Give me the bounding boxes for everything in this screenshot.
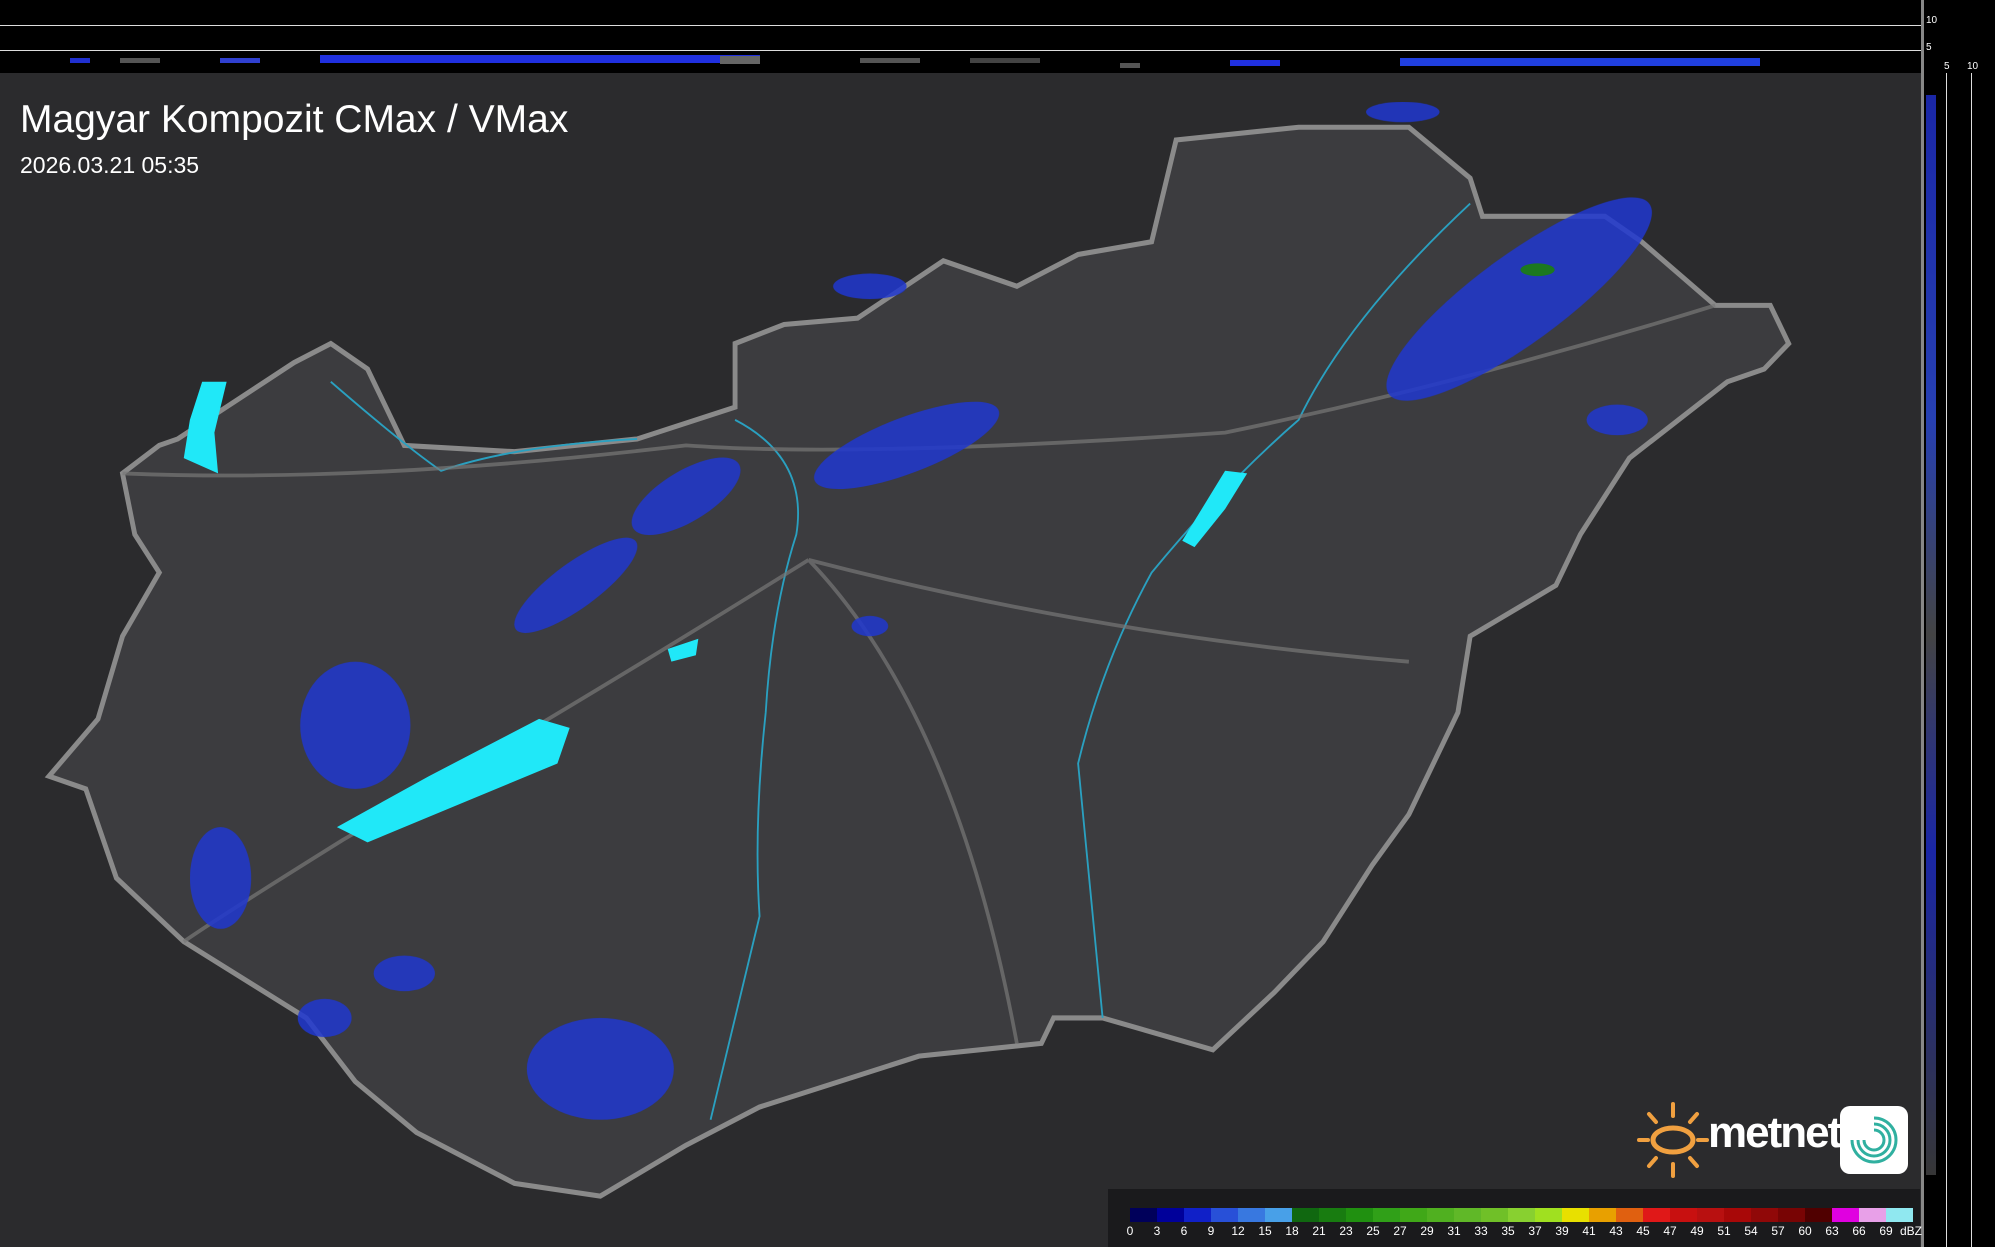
vertical-profile-right: 10 5 5 10 bbox=[1921, 0, 1995, 1247]
legend-label: 45 bbox=[1636, 1224, 1650, 1238]
legend-label: 54 bbox=[1744, 1224, 1758, 1238]
legend-label: 60 bbox=[1798, 1224, 1812, 1238]
legend-swatch bbox=[1724, 1208, 1751, 1222]
legend-swatch bbox=[1400, 1208, 1427, 1222]
legend-swatch bbox=[1832, 1208, 1859, 1222]
profile-echoes bbox=[70, 55, 1760, 68]
legend-swatch bbox=[1643, 1208, 1670, 1222]
legend-swatch bbox=[1427, 1208, 1454, 1222]
legend-swatch bbox=[1616, 1208, 1643, 1222]
right-tick-label: 10 bbox=[1967, 61, 1979, 72]
sun-icon bbox=[1637, 1102, 1709, 1178]
legend-unit: dBZ bbox=[1899, 1224, 1923, 1238]
legend-label: 29 bbox=[1420, 1224, 1434, 1238]
legend-swatch bbox=[1319, 1208, 1346, 1222]
grid-line bbox=[1971, 73, 1972, 1247]
legend-label: 35 bbox=[1501, 1224, 1515, 1238]
legend-label: 43 bbox=[1609, 1224, 1623, 1238]
legend-swatch bbox=[1886, 1208, 1913, 1222]
legend-label: 57 bbox=[1771, 1224, 1785, 1238]
legend-label: 37 bbox=[1528, 1224, 1542, 1238]
grid-line bbox=[0, 25, 1921, 26]
legend-swatch bbox=[1589, 1208, 1616, 1222]
legend-label: 18 bbox=[1285, 1224, 1299, 1238]
legend-swatch bbox=[1778, 1208, 1805, 1222]
legend-swatch bbox=[1211, 1208, 1238, 1222]
app-icon bbox=[1840, 1106, 1908, 1174]
legend-swatch bbox=[1265, 1208, 1292, 1222]
legend-label: 15 bbox=[1258, 1224, 1272, 1238]
legend-label: 51 bbox=[1717, 1224, 1731, 1238]
legend-label: 23 bbox=[1339, 1224, 1353, 1238]
legend-label: 12 bbox=[1231, 1224, 1245, 1238]
radar-echoes bbox=[189, 101, 1652, 1120]
logo-text: metnet bbox=[1708, 1108, 1842, 1157]
top-tick-label: 10 bbox=[1926, 15, 1938, 26]
top-tick-label: 5 bbox=[1926, 42, 1932, 53]
legend-label: 47 bbox=[1663, 1224, 1677, 1238]
legend-swatch bbox=[1184, 1208, 1211, 1222]
legend-swatch bbox=[1751, 1208, 1778, 1222]
map-timestamp: 2026.03.21 05:35 bbox=[20, 152, 200, 178]
legend-label: 0 bbox=[1126, 1224, 1134, 1238]
hungary-map bbox=[44, 101, 1792, 1199]
legend-swatch bbox=[1562, 1208, 1589, 1222]
legend-label: 6 bbox=[1180, 1224, 1188, 1238]
legend-label: 66 bbox=[1852, 1224, 1866, 1238]
legend-label: 33 bbox=[1474, 1224, 1488, 1238]
legend-swatch bbox=[1670, 1208, 1697, 1222]
legend-swatch bbox=[1346, 1208, 1373, 1222]
legend-swatch bbox=[1859, 1208, 1886, 1222]
legend-label: 31 bbox=[1447, 1224, 1461, 1238]
legend-label: 21 bbox=[1312, 1224, 1326, 1238]
legend-label: 69 bbox=[1879, 1224, 1893, 1238]
legend-swatch bbox=[1292, 1208, 1319, 1222]
lakes bbox=[183, 381, 1248, 843]
legend-swatch bbox=[1535, 1208, 1562, 1222]
legend-swatch bbox=[1481, 1208, 1508, 1222]
profile-echoes bbox=[1926, 95, 1936, 1175]
legend-swatch bbox=[1238, 1208, 1265, 1222]
grid-line bbox=[1946, 73, 1947, 1247]
map-title: Magyar Kompozit CMax / VMax bbox=[20, 98, 569, 141]
legend-swatch bbox=[1805, 1208, 1832, 1222]
grid-line bbox=[0, 50, 1921, 51]
legend-swatch bbox=[1157, 1208, 1184, 1222]
legend-label: 39 bbox=[1555, 1224, 1569, 1238]
legend-swatch bbox=[1508, 1208, 1535, 1222]
legend-swatch bbox=[1373, 1208, 1400, 1222]
right-tick-label: 5 bbox=[1944, 61, 1950, 72]
legend-swatch bbox=[1130, 1208, 1157, 1222]
country-outline bbox=[44, 124, 1792, 1199]
legend-label: 25 bbox=[1366, 1224, 1380, 1238]
legend-label: 9 bbox=[1207, 1224, 1215, 1238]
legend-label: 3 bbox=[1153, 1224, 1161, 1238]
legend-label: 49 bbox=[1690, 1224, 1704, 1238]
swirl-icon bbox=[1850, 1116, 1898, 1164]
legend-label: 27 bbox=[1393, 1224, 1407, 1238]
metnet-logo: metnet bbox=[1635, 1100, 1925, 1180]
legend-swatch bbox=[1454, 1208, 1481, 1222]
radar-echoes-strong bbox=[1520, 263, 1555, 277]
legend-swatch bbox=[1697, 1208, 1724, 1222]
legend-label: 63 bbox=[1825, 1224, 1839, 1238]
legend-label: 41 bbox=[1582, 1224, 1596, 1238]
dbz-color-legend: 0 3 6 9 12 15 18 21 23 25 27 29 31 33 35 37 39 41 43 45 47 49… bbox=[1108, 1189, 1923, 1247]
